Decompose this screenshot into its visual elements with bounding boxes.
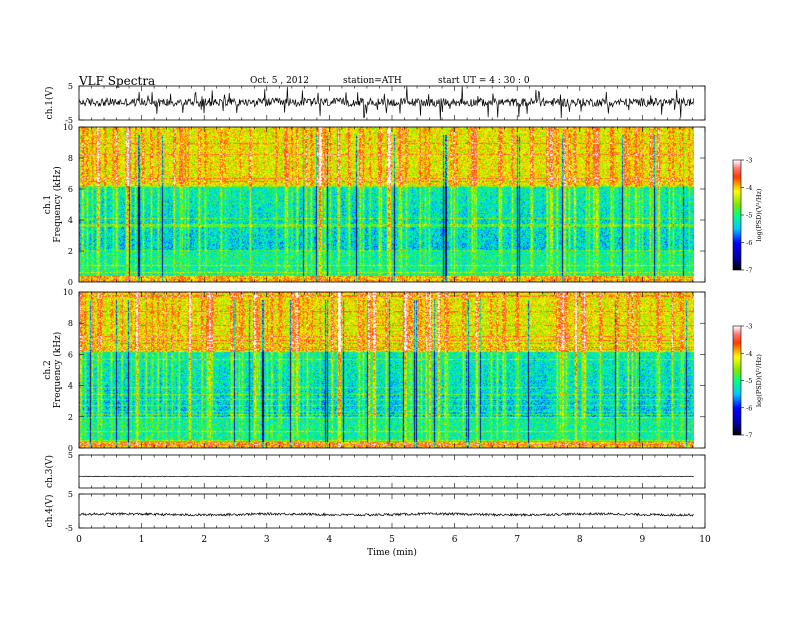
x-tick-label: 10 — [699, 535, 711, 545]
x-tick-label: 3 — [264, 535, 270, 545]
colorbar-tick-label: -7 — [746, 432, 752, 440]
y-tick-label: 8 — [68, 319, 73, 328]
colorbar-tick-label: -3 — [746, 157, 752, 165]
date-label: Oct. 5 , 2012 — [250, 76, 309, 86]
y-axis-label: ch.3(V) — [44, 455, 55, 488]
y-tick-label: 8 — [68, 154, 73, 163]
y-tick-label: 0 — [68, 444, 73, 453]
colorbar-tick-label: -6 — [746, 404, 752, 412]
signal-trace — [78, 475, 694, 478]
y-tick-label: 5 — [68, 490, 73, 499]
colorbar-image — [733, 160, 741, 270]
y-tick-label: 5 — [68, 82, 73, 91]
colorbar-label: log(PSD)(V²/Hz) — [755, 354, 763, 407]
y-tick-label: -5 — [65, 116, 73, 125]
y-tick-label: 6 — [68, 185, 73, 194]
x-tick-label: 4 — [327, 535, 333, 545]
x-tick-label: 0 — [76, 535, 82, 545]
colorbar-tick-label: -4 — [746, 184, 752, 192]
y-axis-label: ch.1(V) — [44, 87, 55, 120]
spectrogram-image — [79, 127, 694, 282]
spectrogram-image — [79, 292, 694, 448]
colorbar-tick-label: -5 — [746, 377, 752, 385]
y-tick-label: 10 — [63, 123, 73, 132]
station-label: station=ATH — [343, 76, 402, 86]
panel-frame — [78, 493, 706, 529]
colorbar-tick-label: -4 — [746, 350, 752, 358]
y-axis-label: ch.4(V) — [44, 495, 55, 528]
colorbar-tick-label: -5 — [746, 212, 752, 220]
y-tick-label: 2 — [68, 247, 73, 256]
y-tick-label: 10 — [63, 288, 73, 297]
y-axis-label-frequency: Frequency (kHz) — [52, 166, 63, 243]
y-tick-label: 2 — [68, 413, 73, 422]
colorbar-tick-label: -3 — [746, 323, 752, 331]
signal-trace — [78, 511, 694, 517]
x-tick-label: 8 — [577, 535, 583, 545]
y-tick-label: 0 — [68, 278, 73, 287]
y-axis-label: ch.2 — [43, 360, 53, 379]
signal-trace — [78, 86, 695, 120]
y-axis-label: ch.1 — [43, 195, 53, 214]
y-tick-label: 4 — [68, 382, 73, 391]
x-tick-label: 9 — [640, 535, 646, 545]
colorbar-label: log(PSD)(V²/Hz) — [755, 188, 763, 241]
colorbar-tick-label: -6 — [746, 239, 752, 247]
y-tick-label: 6 — [68, 350, 73, 359]
figure-title: VLF Spectra — [78, 74, 155, 88]
x-tick-label: 6 — [452, 535, 458, 545]
y-axis-label-frequency: Frequency (kHz) — [52, 332, 63, 409]
x-tick-label: 2 — [201, 535, 207, 545]
x-tick-label: 5 — [389, 535, 395, 545]
colorbar-tick-label: -7 — [746, 267, 752, 275]
x-tick-label: 1 — [139, 535, 145, 545]
y-tick-label: 4 — [68, 216, 73, 225]
y-tick-label: -5 — [65, 524, 73, 533]
x-axis-label: Time (min) — [367, 547, 417, 558]
x-tick-label: 7 — [514, 535, 520, 545]
colorbar-image — [733, 326, 741, 435]
y-tick-label: 5 — [68, 451, 73, 460]
start-time-label: start UT = 4 : 30 : 0 — [438, 76, 530, 86]
